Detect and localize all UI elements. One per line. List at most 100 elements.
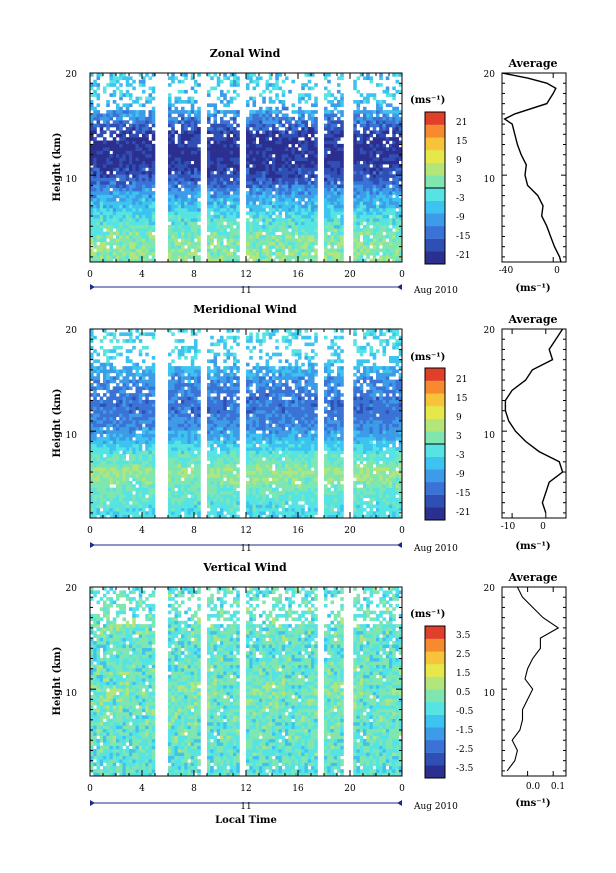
heatmap-cell <box>398 174 403 178</box>
heatmap-cell <box>307 96 312 101</box>
heatmap-cell <box>385 76 390 81</box>
heatmap-cell <box>233 248 237 253</box>
heatmap-cell <box>132 460 136 465</box>
heatmap-cell <box>129 245 133 249</box>
heatmap-cell <box>213 251 218 256</box>
heatmap-cell <box>294 218 299 222</box>
heatmap-cell <box>327 184 331 189</box>
heatmap-cell <box>96 208 101 212</box>
heatmap-cell <box>213 204 218 209</box>
heatmap-cell <box>220 123 224 128</box>
heatmap-cell <box>119 507 123 512</box>
heatmap-cell <box>281 245 286 249</box>
heatmap-cell <box>142 497 146 502</box>
heatmap-cell <box>177 160 182 165</box>
heatmap-cell <box>171 426 175 431</box>
heatmap-cell <box>187 221 192 226</box>
heatmap-cell <box>109 332 114 337</box>
heatmap-cell <box>99 224 104 229</box>
heatmap-cell <box>275 164 279 168</box>
heatmap-cell <box>255 110 260 114</box>
heatmap-cell <box>311 154 315 158</box>
heatmap-cell <box>340 164 344 168</box>
heatmap-cell <box>330 235 335 239</box>
heatmap-cell <box>369 231 374 236</box>
heatmap-cell <box>392 191 396 195</box>
heatmap-cell <box>314 251 318 256</box>
heatmap-cell <box>135 130 140 135</box>
heatmap-cell <box>278 174 283 178</box>
heatmap-cell <box>187 187 192 192</box>
heatmap-cell <box>210 201 214 205</box>
heatmap-cell <box>340 201 344 205</box>
heatmap-cell <box>272 194 276 199</box>
heatmap-cell <box>226 140 231 145</box>
heatmap-cell <box>96 386 101 391</box>
heatmap-cell <box>93 147 97 151</box>
heatmap-cell <box>190 224 195 229</box>
heatmap-cell <box>223 103 227 108</box>
heatmap-cell <box>116 181 120 185</box>
heatmap-cell <box>197 187 201 192</box>
heatmap-cell <box>291 211 296 216</box>
heatmap-cell <box>93 494 97 499</box>
heatmap-cell <box>142 137 146 141</box>
heatmap-cell <box>265 86 270 91</box>
heatmap-cell <box>359 184 364 189</box>
heatmap-cell <box>145 433 149 438</box>
heatmap-cell <box>281 184 286 189</box>
heatmap-cell <box>298 191 302 195</box>
heatmap-cell <box>223 140 227 145</box>
heatmap-cell <box>129 393 133 397</box>
heatmap-cell <box>233 201 237 205</box>
heatmap-cell <box>171 376 175 380</box>
heatmap-cell <box>311 103 315 108</box>
heatmap-cell <box>151 245 156 249</box>
heatmap-cell <box>135 123 140 128</box>
heatmap-cell <box>109 133 114 138</box>
heatmap-cell <box>229 221 234 226</box>
heatmap-cell <box>220 120 224 124</box>
heatmap-cell <box>129 359 133 364</box>
heatmap-cell <box>135 443 140 448</box>
heatmap-cell <box>398 83 403 87</box>
heatmap-cell <box>168 467 172 472</box>
heatmap-cell <box>132 433 136 438</box>
heatmap-cell <box>353 133 357 138</box>
heatmap-cell <box>119 504 123 509</box>
heatmap-cell <box>168 329 172 333</box>
heatmap-cell <box>275 96 279 101</box>
heatmap-cell <box>220 191 224 195</box>
heatmap-cell <box>174 464 179 468</box>
heatmap-cell <box>372 154 377 158</box>
heatmap-cell <box>151 501 156 505</box>
heatmap-cell <box>119 127 123 131</box>
heatmap-cell <box>392 235 396 239</box>
heatmap-cell <box>93 335 97 340</box>
heatmap-cell <box>379 160 383 165</box>
heatmap-cell <box>252 110 257 114</box>
heatmap-cell <box>213 231 218 236</box>
heatmap-cell <box>249 160 253 165</box>
heatmap-cell <box>90 181 94 185</box>
heatmap-cell <box>246 258 250 263</box>
heatmap-cell <box>151 96 156 101</box>
heatmap-cell <box>265 228 270 232</box>
heatmap-cell <box>145 191 149 195</box>
heatmap-cell <box>340 258 344 263</box>
heatmap-cell <box>103 113 107 118</box>
heatmap-cell <box>148 221 153 226</box>
heatmap-cell <box>106 150 110 155</box>
heatmap-cell <box>216 187 221 192</box>
heatmap-cell <box>259 181 263 185</box>
heatmap-cell <box>93 511 97 515</box>
heatmap-cell <box>291 191 296 195</box>
heatmap-cell <box>213 224 218 229</box>
heatmap-cell <box>382 184 387 189</box>
heatmap-cell <box>135 514 140 519</box>
heatmap-cell <box>356 133 361 138</box>
heatmap-cell <box>93 470 97 475</box>
heatmap-cell <box>395 143 400 148</box>
heatmap-cell <box>385 177 390 182</box>
heatmap-cell <box>190 157 195 162</box>
